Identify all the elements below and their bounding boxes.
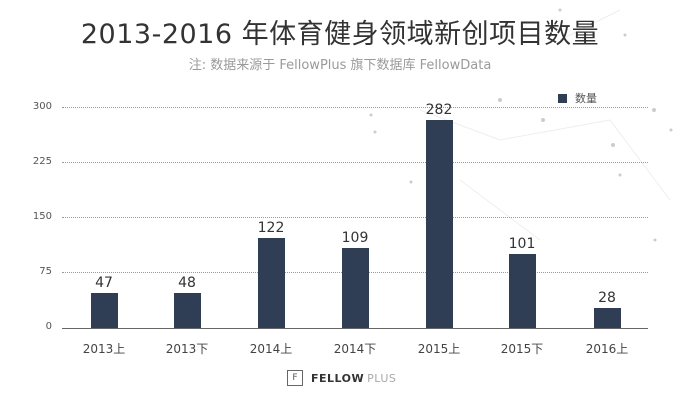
logo-text-light: PLUS bbox=[367, 371, 397, 385]
value-label: 48 bbox=[178, 275, 196, 291]
y-tick-150: 150 bbox=[32, 211, 52, 222]
bar-2016-h1 bbox=[594, 308, 621, 328]
x-label: 2013下 bbox=[165, 342, 209, 356]
logo-mark-icon: F bbox=[287, 370, 303, 386]
legend-swatch bbox=[558, 93, 567, 103]
value-label: 47 bbox=[95, 275, 113, 291]
value-label: 122 bbox=[257, 220, 285, 236]
gridline-300 bbox=[62, 107, 648, 108]
bar-2013-h2 bbox=[174, 293, 201, 328]
x-label: 2015下 bbox=[500, 342, 544, 356]
chart-title: 2013-2016 年体育健身领域新创项目数量 bbox=[80, 19, 600, 50]
legend-label: 数量 bbox=[575, 92, 597, 105]
bar-2015-h1 bbox=[426, 120, 453, 328]
value-label: 28 bbox=[598, 290, 616, 306]
x-label: 2016上 bbox=[585, 342, 629, 356]
value-label: 282 bbox=[425, 102, 453, 118]
bar-2013-h1 bbox=[91, 293, 118, 328]
gridline-150 bbox=[62, 217, 648, 218]
y-tick-300: 300 bbox=[32, 101, 52, 112]
x-label: 2015上 bbox=[417, 342, 461, 356]
chart-subtitle: 注: 数据来源于 FellowPlus 旗下数据库 FellowData bbox=[188, 58, 492, 73]
x-label: 2014上 bbox=[249, 342, 293, 356]
gridline-225 bbox=[62, 162, 648, 163]
bar-2014-h2 bbox=[342, 248, 369, 328]
fellowplus-logo: F FELLOW PLUS bbox=[287, 370, 396, 386]
x-label: 2014下 bbox=[333, 342, 377, 356]
y-tick-0: 0 bbox=[45, 321, 52, 332]
value-label: 109 bbox=[341, 230, 369, 246]
legend: 数量 bbox=[558, 90, 597, 106]
logo-text-bold: FELLOW bbox=[311, 371, 365, 385]
y-tick-75: 75 bbox=[39, 266, 52, 277]
x-label: 2013上 bbox=[82, 342, 126, 356]
bar-2014-h1 bbox=[258, 238, 285, 328]
bar-2015-h2 bbox=[509, 254, 536, 328]
y-tick-225: 225 bbox=[32, 156, 52, 167]
value-label: 101 bbox=[508, 236, 536, 252]
x-axis-baseline bbox=[62, 328, 648, 329]
